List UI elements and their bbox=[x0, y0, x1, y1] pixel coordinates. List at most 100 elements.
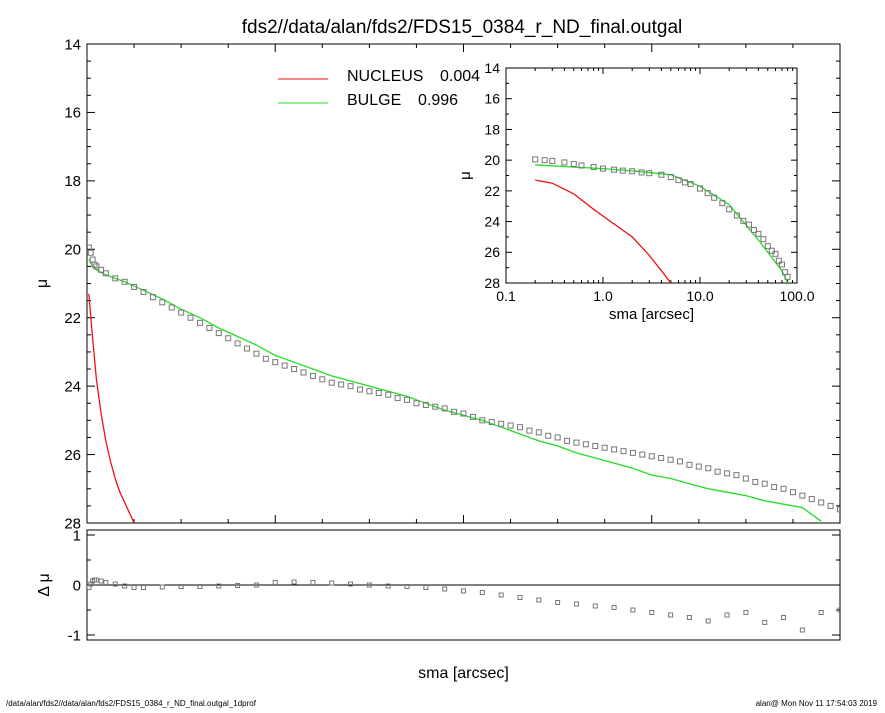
inset-ytick-label: 16 bbox=[484, 91, 500, 107]
residual-data-point bbox=[112, 581, 118, 587]
main-data-point bbox=[187, 314, 194, 321]
inset-data-point bbox=[561, 159, 568, 166]
main-data-point bbox=[347, 383, 354, 390]
legend-value-nucleus: 0.004 bbox=[440, 68, 480, 85]
main-data-point bbox=[394, 395, 401, 402]
main-data-point bbox=[620, 448, 627, 455]
main-ytick-label: 16 bbox=[64, 105, 81, 122]
residual-data-point bbox=[555, 600, 561, 605]
footer-left: /data/alan/fds2//data/alan/fds2/FDS15_03… bbox=[6, 699, 257, 708]
inset-data-point bbox=[578, 162, 585, 169]
main-data-point bbox=[564, 437, 571, 444]
residual-ytick-label: 0 bbox=[73, 577, 81, 594]
residual-data-point bbox=[310, 580, 316, 585]
residual-data-point bbox=[686, 615, 692, 620]
main-ylabel: μ bbox=[34, 279, 51, 288]
inset-data-point bbox=[740, 217, 747, 224]
main-data-point bbox=[356, 386, 363, 393]
inset-data-point bbox=[541, 157, 548, 164]
main-data-point bbox=[488, 419, 495, 426]
footer-right: alan@ Mon Nov 11 17:54:03 2019 bbox=[756, 699, 878, 708]
main-data-point bbox=[724, 470, 731, 477]
main-data-point bbox=[432, 403, 439, 410]
main-data-point bbox=[91, 261, 98, 268]
inset-ylabel: μ bbox=[457, 171, 474, 180]
inset-ytick-label: 14 bbox=[484, 60, 500, 76]
main-data-point bbox=[752, 478, 759, 485]
residual-data-point bbox=[348, 581, 354, 587]
residual-data-point bbox=[366, 582, 372, 588]
main-data-point bbox=[507, 422, 514, 429]
main-data-point bbox=[300, 369, 307, 376]
inset-data-point bbox=[532, 156, 539, 163]
main-data-point bbox=[573, 439, 580, 446]
residual-data-point bbox=[216, 583, 222, 589]
main-ytick-label: 22 bbox=[64, 310, 81, 327]
residual-data-point bbox=[122, 583, 128, 589]
main-data-point bbox=[479, 417, 486, 424]
residual-xlabel: sma [arcsec] bbox=[418, 665, 509, 682]
main-ytick-label: 26 bbox=[64, 447, 81, 464]
main-ytick-label: 18 bbox=[64, 173, 81, 190]
inset-data-point bbox=[726, 206, 733, 213]
residual-data-point bbox=[197, 584, 203, 589]
legend-value-bulge: 0.996 bbox=[418, 92, 458, 109]
main-data-point bbox=[771, 484, 778, 491]
main-data-point bbox=[799, 492, 806, 499]
main-data-point bbox=[441, 405, 448, 412]
residual-data-point bbox=[131, 585, 137, 590]
inset-data-point bbox=[687, 180, 694, 187]
inset-ytick-label: 26 bbox=[484, 244, 500, 260]
inset-series-bulge-line bbox=[535, 164, 789, 283]
inset-data-point bbox=[570, 160, 577, 167]
inset-ytick-label: 20 bbox=[484, 152, 500, 168]
residual-ytick-label: 1 bbox=[73, 527, 81, 544]
main-data-point bbox=[413, 400, 420, 407]
legend-label-bulge: BULGE bbox=[347, 92, 401, 109]
main-data-point bbox=[385, 391, 392, 398]
main-data-point bbox=[140, 289, 147, 296]
main-data-point bbox=[695, 463, 702, 470]
inset-data-point bbox=[778, 261, 785, 268]
residual-data-point bbox=[423, 585, 429, 590]
inset-data-point bbox=[675, 177, 682, 184]
residual-data-point bbox=[668, 612, 674, 618]
inset-data-point bbox=[719, 200, 726, 207]
main-ytick-label: 28 bbox=[64, 515, 81, 532]
main-data-point bbox=[498, 420, 505, 427]
inset-ytick-label: 24 bbox=[484, 213, 500, 229]
main-data-point bbox=[808, 496, 815, 503]
main-data-point bbox=[592, 443, 599, 450]
inset-data-point bbox=[638, 169, 645, 176]
main-data-point bbox=[272, 359, 279, 366]
inset-data-point bbox=[750, 227, 757, 234]
inset-plot: 14 16 18 20 22 24 26 280.1 1.0 10.0 100.0 sma [arcs… bbox=[457, 60, 815, 323]
residual-data-point bbox=[404, 584, 410, 589]
residual-data-point bbox=[442, 586, 448, 592]
inset-data-point bbox=[697, 185, 703, 192]
residual-data-point bbox=[98, 578, 104, 584]
main-data-point bbox=[639, 451, 646, 458]
inset-data-point bbox=[733, 212, 740, 219]
main-data-point bbox=[601, 444, 608, 451]
main-data-point bbox=[535, 429, 542, 436]
main-data-point bbox=[234, 340, 241, 347]
inset-data-point bbox=[745, 221, 752, 228]
inset-xlabel: sma [arcsec] bbox=[609, 306, 694, 323]
inset-xtick-label: 1.0 bbox=[593, 288, 613, 304]
residual-data-point bbox=[291, 579, 297, 585]
main-data-point bbox=[102, 270, 109, 277]
main-data-point bbox=[658, 454, 665, 461]
residual-data-point bbox=[140, 585, 146, 590]
main-data-point bbox=[93, 263, 100, 270]
residual-data-point bbox=[837, 607, 840, 613]
residual-data-point bbox=[705, 618, 711, 624]
inset-ytick-label: 28 bbox=[484, 275, 500, 291]
main-data-point bbox=[375, 389, 382, 396]
inset-ytick-label: 18 bbox=[484, 121, 500, 137]
main-data-point bbox=[761, 480, 768, 487]
inset-data-point bbox=[658, 171, 665, 178]
main-data-point bbox=[225, 335, 232, 342]
main-ytick-label: 20 bbox=[64, 242, 81, 259]
main-data-point bbox=[676, 458, 683, 465]
